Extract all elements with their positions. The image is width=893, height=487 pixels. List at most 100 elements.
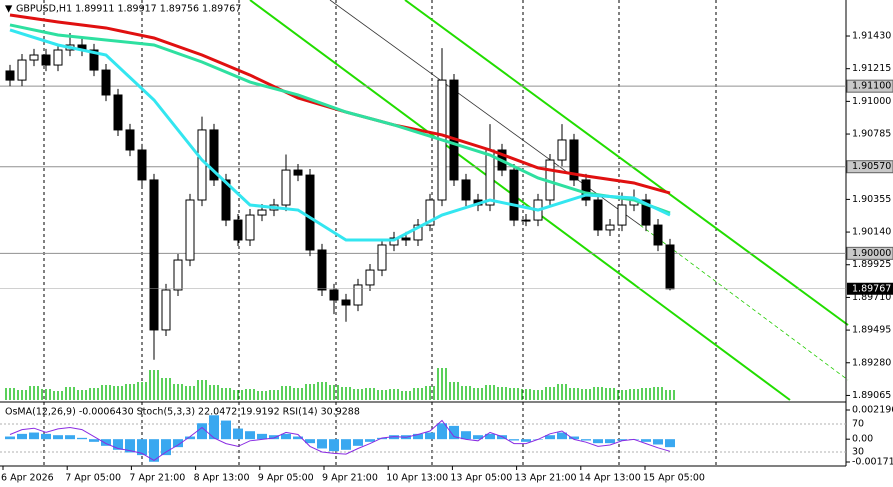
osma-bar xyxy=(281,433,291,440)
candle-body xyxy=(617,204,627,226)
osma-bar xyxy=(353,439,363,446)
level-tag xyxy=(846,79,893,93)
y-tick-label: 1.90355 xyxy=(852,194,891,205)
osma-bar xyxy=(197,423,207,440)
x-tick-label: 9 Apr 21:00 xyxy=(322,473,378,484)
osma-bar xyxy=(569,436,579,440)
osma-bar xyxy=(617,439,627,441)
candle-body xyxy=(377,244,387,271)
osma-bar xyxy=(53,435,63,440)
osma-bar xyxy=(137,439,147,456)
indicator-tick-label: 0.0021965 xyxy=(852,405,893,416)
osma-bar xyxy=(581,439,591,441)
osma-bar xyxy=(29,432,39,440)
candle-body xyxy=(257,209,267,216)
osma-bar xyxy=(125,439,135,453)
candle-body xyxy=(581,179,591,201)
osma-bar xyxy=(413,433,423,440)
candle-body xyxy=(5,70,15,81)
rsi-tick-label: 30 xyxy=(852,447,864,458)
osma-bar xyxy=(593,439,603,444)
candle-body xyxy=(521,219,531,222)
x-tick-label: 14 Apr 13:00 xyxy=(579,473,641,484)
osma-bar xyxy=(437,423,447,440)
y-tick-label: 1.89065 xyxy=(852,390,891,401)
osma-bar xyxy=(41,433,51,440)
last-price-label: 1.89767 xyxy=(852,283,891,294)
candle-body xyxy=(113,94,123,131)
candle-body xyxy=(29,54,39,61)
candle-body xyxy=(89,49,99,71)
osma-bar xyxy=(461,431,471,440)
x-tick-label: 13 Apr 21:00 xyxy=(515,473,577,484)
osma-bar xyxy=(89,439,99,442)
osma-bar xyxy=(77,437,87,440)
indicator-tick-label: 0.00 xyxy=(852,434,873,445)
y-tick-label: 1.90140 xyxy=(852,227,891,238)
collapse-icon[interactable]: ▼ xyxy=(5,4,13,15)
osma-bar xyxy=(101,439,111,446)
candle-body xyxy=(197,129,207,201)
level-label: 1.90570 xyxy=(852,161,891,172)
x-tick-label: 8 Apr 13:00 xyxy=(194,473,250,484)
y-tick-label: 1.91215 xyxy=(852,63,891,74)
osma-bar xyxy=(473,435,483,440)
candle-body xyxy=(665,244,675,290)
last-price-tag xyxy=(847,282,893,295)
y-tick-label: 1.91430 xyxy=(852,31,891,42)
osma-bar xyxy=(545,435,555,440)
y-tick-label: 1.90785 xyxy=(852,129,891,140)
x-tick-label: 9 Apr 05:00 xyxy=(258,473,314,484)
candle-body xyxy=(653,224,663,246)
osma-bar xyxy=(509,439,519,441)
candle-body xyxy=(245,214,255,241)
osma-bar xyxy=(269,435,279,440)
candle-body xyxy=(101,69,111,96)
osma-bar xyxy=(341,439,351,450)
osma-bar xyxy=(185,436,195,440)
osma-bar xyxy=(5,436,15,440)
osma-bar xyxy=(653,439,663,445)
moving-average xyxy=(9,28,671,242)
candle-body xyxy=(593,199,603,231)
y-tick-label: 1.89280 xyxy=(852,357,891,368)
candle-body xyxy=(341,299,351,306)
candle-body xyxy=(389,237,399,246)
osma-bar xyxy=(425,432,435,440)
osma-bar xyxy=(449,425,459,440)
x-tick-label: 13 Apr 05:00 xyxy=(450,473,512,484)
candle-body xyxy=(221,179,231,221)
candle-body xyxy=(53,49,63,66)
candle-body xyxy=(569,139,579,181)
osma-bar xyxy=(149,439,159,462)
y-tick-label: 1.91000 xyxy=(852,96,891,107)
osma-bar xyxy=(389,435,399,440)
level-tag xyxy=(846,246,893,260)
osma-bar xyxy=(161,439,171,456)
candle-body xyxy=(485,149,495,206)
osma-bar xyxy=(257,433,267,440)
level-tag xyxy=(846,160,893,174)
osma-bar xyxy=(521,439,531,442)
y-tick-label: 1.89710 xyxy=(852,292,891,303)
candle-body xyxy=(413,224,423,241)
candle-body xyxy=(557,139,567,161)
osma-bar xyxy=(17,433,27,440)
candle-body xyxy=(209,129,219,181)
osma-bar xyxy=(305,439,315,444)
x-tick-label: 7 Apr 05:00 xyxy=(65,473,121,484)
osma-bar xyxy=(113,439,123,450)
candle-body xyxy=(317,249,327,291)
osma-bar xyxy=(605,439,615,444)
trend-channel xyxy=(249,0,849,401)
level-label: 1.91100 xyxy=(852,81,891,92)
candle-body xyxy=(329,289,339,301)
candle-body xyxy=(17,59,27,81)
candle-body xyxy=(449,79,459,181)
candle-body xyxy=(125,129,135,151)
osma-bar xyxy=(209,415,219,440)
candle-body xyxy=(509,169,519,221)
candle-body xyxy=(149,179,159,331)
osma-bar xyxy=(233,428,243,440)
